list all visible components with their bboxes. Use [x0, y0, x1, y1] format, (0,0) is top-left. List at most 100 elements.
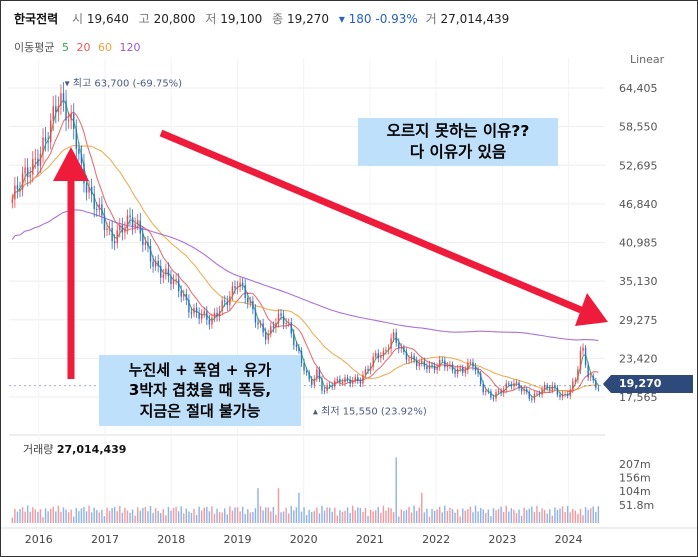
volume-bar	[142, 507, 144, 523]
volume-bar	[131, 509, 134, 523]
y-tick-label: 35,130	[619, 275, 658, 288]
candle-body	[282, 315, 285, 324]
volume-bar	[16, 511, 19, 523]
volume-bar	[582, 515, 584, 523]
volume-label: 거	[425, 12, 437, 26]
candle-body	[126, 215, 129, 229]
candle-body	[359, 381, 362, 384]
volume-bar	[497, 508, 500, 523]
volume-bar	[119, 505, 121, 523]
candle-body	[546, 385, 548, 389]
candle-body	[119, 225, 121, 231]
candle-body	[446, 365, 449, 368]
x-tick-label: 2023	[488, 533, 516, 546]
candle-body	[231, 286, 234, 297]
candle-body	[410, 355, 413, 360]
volume-bar	[180, 506, 182, 523]
volume-bar	[459, 516, 461, 523]
volume-bar	[231, 510, 234, 523]
candle-body	[147, 242, 149, 247]
volume-bar	[344, 510, 346, 523]
volume-bar	[247, 509, 249, 523]
volume-bar	[513, 509, 515, 523]
volume-bar	[308, 509, 310, 523]
candle-body	[505, 383, 507, 390]
candle-body	[597, 387, 600, 389]
y-tick-label: 40,985	[619, 237, 658, 250]
candle-body	[526, 389, 528, 392]
candle-body	[39, 153, 42, 166]
volume-bar	[400, 509, 403, 523]
x-tick-label: 2016	[25, 533, 53, 546]
x-tick-label: 2020	[290, 533, 318, 546]
volume-bar	[116, 511, 118, 523]
candle-body	[387, 348, 390, 351]
volume-bar	[60, 512, 62, 523]
y-tick-label: 17,565	[619, 391, 658, 404]
low-value: 19,100	[220, 12, 263, 26]
volume-bar	[185, 508, 188, 523]
candle-body	[369, 366, 372, 371]
candle-body	[162, 274, 165, 278]
volume-bar	[436, 509, 438, 523]
volume-bar	[423, 512, 426, 523]
current-price-tag: 19,270	[603, 375, 693, 393]
candle-body	[208, 319, 211, 325]
volume-bar	[126, 510, 129, 523]
volume-bar	[444, 505, 446, 523]
volume-bar	[413, 505, 415, 523]
candle-body	[400, 347, 403, 349]
candle-body	[305, 370, 308, 373]
candle-body	[298, 346, 300, 351]
candle-body	[78, 148, 80, 154]
candle-body	[423, 360, 426, 367]
volume-bar	[438, 506, 441, 523]
candle-body	[495, 392, 497, 399]
candle-body	[193, 307, 195, 314]
volume-bar	[390, 508, 392, 523]
candle-body	[382, 351, 385, 357]
volume-bar	[449, 507, 451, 523]
candle-body	[29, 174, 31, 178]
volume-bar	[177, 511, 180, 523]
candle-body	[70, 113, 72, 121]
volume-bar	[254, 508, 257, 523]
candle-body	[479, 373, 482, 384]
candle-body	[47, 141, 49, 143]
candle-body	[444, 360, 446, 368]
candle-body	[587, 365, 589, 378]
volume-bar	[203, 507, 205, 523]
volume-bar	[549, 509, 551, 523]
volume-bar	[559, 508, 561, 523]
ma-legend[interactable]: 이동평균 5 20 60 120	[14, 39, 144, 55]
volume-bar	[70, 509, 72, 523]
candle-body	[137, 220, 139, 224]
scale-type-label[interactable]: Linear	[630, 53, 665, 66]
candle-body	[188, 299, 190, 313]
volume-bar	[80, 508, 83, 523]
ma-120-label: 120	[119, 41, 141, 54]
volume-bar	[208, 511, 211, 523]
candle-body	[280, 313, 282, 316]
volume-bar	[502, 512, 505, 523]
candle-body	[346, 377, 349, 380]
volume-bar	[536, 505, 538, 523]
volume-bar	[252, 511, 254, 523]
candle-body	[308, 372, 310, 380]
candle-body	[500, 390, 502, 394]
volume-bar	[200, 510, 203, 523]
candle-body	[577, 369, 579, 381]
candle-body	[160, 266, 162, 278]
candle-body	[185, 293, 188, 300]
candle-body	[111, 227, 113, 242]
y-tick-label: 46,840	[619, 198, 658, 211]
ma-60-label: 60	[97, 41, 112, 54]
candle-body	[569, 389, 571, 396]
volume-bar	[510, 508, 513, 523]
volume-bar	[218, 511, 221, 523]
candle-body	[344, 377, 346, 383]
candle-body	[149, 246, 152, 262]
volume-bar	[446, 511, 449, 523]
